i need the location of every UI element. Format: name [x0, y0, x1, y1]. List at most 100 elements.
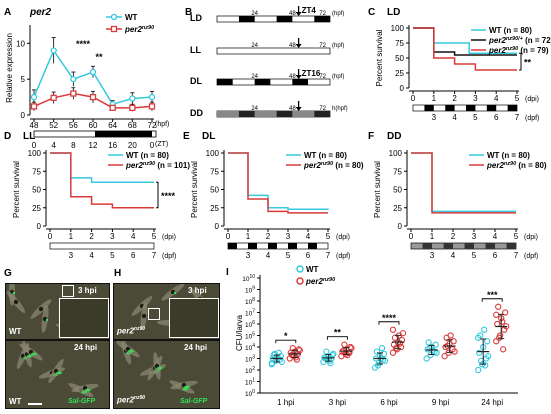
photo-h-3hpi: 3 hpi per2nz90 [113, 283, 220, 340]
panel-a-xtick-label: 52 [49, 121, 58, 130]
panel-a-letter: A [4, 7, 11, 18]
survival-dark-period [486, 105, 497, 111]
panel-i-point [447, 332, 454, 339]
panel-a-zt-label: 20 [128, 141, 137, 150]
panel-i-sig-bracket [326, 336, 348, 340]
panel-i-legend-mut-sup: nz90 [323, 277, 335, 283]
legend-mut-marker [110, 25, 118, 33]
panel-i-point [482, 362, 489, 369]
survival-legend-entry: WT (n = 80) [304, 151, 347, 160]
panel-i-point [268, 361, 275, 368]
survival-ytick-label: 75 [393, 167, 402, 176]
panel-i-sig-stars: *** [487, 290, 498, 300]
gfp-signal [85, 388, 91, 392]
survival-xtick-label: 0 [409, 232, 414, 241]
panel-i-point [399, 330, 407, 337]
panel-b-dark-period [314, 16, 330, 22]
survival-dpf-label: 7 [326, 251, 331, 260]
gfp-signal [12, 291, 16, 295]
survival-ytick-label: 75 [395, 39, 404, 48]
survival-ylabel: Percent survival [375, 29, 384, 86]
panel-i-ytick-label: 101 [245, 378, 255, 387]
survival-dpf-label: 6 [131, 251, 136, 260]
panel-a-point-mut [148, 103, 156, 110]
panel-a-xtick-label: 56 [69, 121, 78, 130]
survival-legend-entry: WT (n = 80) [126, 151, 169, 160]
panel-b-dark-period [238, 16, 255, 22]
survival-dpf-label: 3 [432, 113, 437, 122]
panel-a-zt-label: 0 [150, 141, 155, 150]
photo-h-inset [169, 298, 219, 338]
panel-a-star-2: ** [95, 52, 103, 62]
survival-xtick-label: 2 [452, 94, 457, 103]
survival-sig-stars: **** [161, 191, 176, 201]
panel-a-point-mut [70, 90, 77, 97]
survival-light-bar [49, 242, 155, 250]
survival-xtick-label: 4 [306, 232, 311, 241]
panel-b-row-label: LL [190, 45, 201, 55]
photo-g-24hpi: 24 hpi WT Sal-GFP [5, 340, 110, 409]
photo-h-geno-top-sup: nz90 [133, 326, 146, 332]
panel-b-zt-label: ZT4 [302, 6, 317, 15]
panel-i-sig-stars: * [284, 331, 288, 341]
gfp-signal [56, 371, 62, 375]
panel-i-category-label: 9 hpi [432, 398, 450, 407]
survival-ytick-label: 0 [400, 84, 405, 93]
panel-b-tick-24: 24 [251, 11, 258, 17]
panel-i-point [475, 366, 482, 374]
survival-legend-entry: WT (n = 80) [487, 151, 530, 160]
panel-a-point-mut [50, 94, 57, 101]
legend-mut-circle [296, 277, 304, 285]
survival-ylabel: Percent survival [12, 161, 21, 218]
panel-b-letter: B [185, 7, 192, 18]
survival-xtick-label: 4 [493, 232, 498, 241]
panel-b-dark-period [314, 111, 330, 117]
panel-b: B LD 24 48 72 (hpf) ZT4 LL 24 48 72 (hpf) DL 24 48 72 (… [185, 6, 348, 118]
survival-dpf-label: 6 [494, 113, 499, 122]
survival-ytick-label: 25 [395, 69, 404, 78]
survival-ytick-label: 0 [215, 222, 220, 231]
survival-legend-entry: per2nz90 (n = 80) [303, 161, 364, 170]
panel-i-point [478, 357, 485, 364]
survival-ytick-label: 75 [32, 167, 41, 176]
panel-b-row-label: LD [190, 13, 202, 23]
survival-legend-entry: per2nz90 (n = 79) [488, 46, 549, 55]
survival-xtick-label: 2 [451, 232, 456, 241]
panel-i-ytick-label: 1010 [242, 274, 255, 283]
survival-dpf-label: 4 [266, 251, 271, 260]
survival-ytick-label: 0 [398, 222, 403, 231]
photo-h-zoom-box [148, 308, 160, 320]
survival-dpf-label: 6 [493, 251, 498, 260]
panel-i-point [389, 349, 397, 356]
survival-xtick-label: 5 [152, 232, 157, 241]
larva-eye [141, 313, 147, 319]
larva-eye [38, 306, 44, 312]
survival-xtick-label: 4 [494, 94, 499, 103]
panel-i-point [432, 341, 439, 348]
survival-dpi-unit: (dpi) [336, 234, 350, 241]
panel-i-point [323, 348, 330, 355]
survival-ytick-label: 100 [391, 24, 405, 33]
panel-i-point [475, 334, 482, 341]
panel-a-point-wt [30, 93, 38, 101]
panel-i-point [392, 344, 400, 352]
panel-a-dark-bar [95, 131, 152, 137]
panel-i-letter: I [226, 267, 229, 278]
panel-b-dark-period [217, 79, 233, 85]
legend-wt-marker [110, 13, 118, 21]
panel-i-point [425, 339, 432, 346]
photo-g-sal-label: Sal-GFP [68, 398, 96, 405]
survival-xtick-label: 1 [246, 232, 251, 241]
gfp-signal [184, 385, 190, 389]
survival-ytick-label: 100 [28, 149, 42, 158]
survival-dpf-label: 3 [430, 251, 435, 260]
panel-e-title: DL [202, 131, 215, 142]
panel-i-point [389, 326, 397, 333]
survival-dpi-unit: (dpi) [524, 234, 538, 241]
panel-b-arrowhead [295, 75, 302, 79]
survival-curve [228, 152, 328, 214]
panel-i-sig-bracket [481, 298, 503, 302]
panel-b-dark-period [276, 111, 293, 117]
survival-xtick-label: 5 [326, 232, 331, 241]
survival-xtick-label: 2 [89, 232, 94, 241]
